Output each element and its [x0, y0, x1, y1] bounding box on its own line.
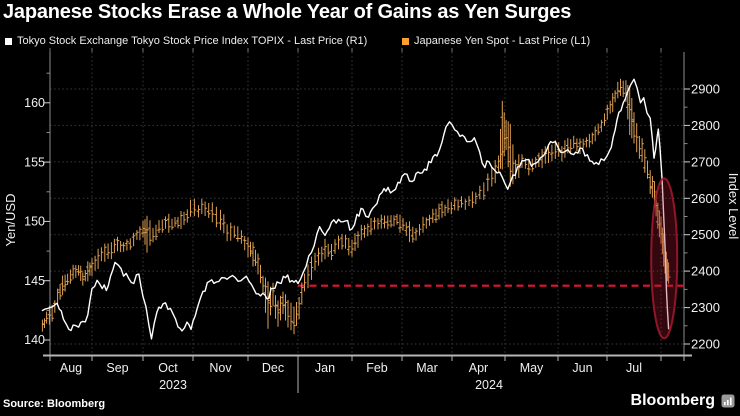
right-axis-tick-label: 2800	[691, 118, 720, 133]
yen-bars-series	[41, 78, 671, 335]
x-axis-year-label: 2023	[159, 378, 187, 392]
x-axis-year-label: 2024	[475, 378, 503, 392]
chart-title: Japanese Stocks Erase a Whole Year of Ga…	[3, 1, 572, 23]
x-axis-month-label: Feb	[366, 361, 388, 375]
x-axis-month-label: Jul	[626, 361, 642, 375]
x-axis-month-label: Nov	[209, 361, 232, 375]
left-axis-tick-label: 145	[24, 274, 45, 288]
left-axis-tick-label: 160	[24, 96, 45, 110]
topix-line-series	[41, 78, 670, 340]
source-caption: Source: Bloomberg	[3, 398, 106, 410]
x-axis-month-label: Jan	[315, 361, 335, 375]
right-axis-tick-label: 2600	[691, 191, 720, 206]
left-axis-tick-label: 150	[24, 215, 45, 229]
legend-yen-label: Japanese Yen Spot - Last Price (L1)	[414, 35, 591, 47]
yen-swatch-icon	[402, 37, 409, 45]
x-axis-month-label: May	[520, 361, 544, 375]
grid-lines	[50, 52, 684, 355]
crash-ellipse-annotation	[650, 177, 679, 340]
x-axis-month-label: Sep	[106, 361, 128, 375]
bloomberg-chart-glyph-icon	[721, 394, 735, 408]
right-axis-tick-label: 2200	[691, 337, 720, 352]
x-axis-month-label: Mar	[416, 361, 438, 375]
right-axis-tick-label: 2500	[691, 227, 720, 242]
legend-item-topix: Tokyo Stock Exchange Tokyo Stock Price I…	[5, 35, 367, 47]
right-axis-tick-label: 2700	[691, 154, 720, 169]
left-axis-tick-label: 155	[24, 155, 45, 169]
bloomberg-wordmark: Bloomberg	[630, 392, 715, 409]
left-axis-tick-label: 140	[24, 333, 45, 347]
x-axis-month-label: Oct	[158, 361, 178, 375]
x-axis-month-label: Dec	[262, 361, 284, 375]
right-axis-tick-label: 2300	[691, 300, 720, 315]
x-axis-month-label: Apr	[469, 361, 488, 375]
left-axis-title: Yen/USD	[3, 194, 18, 247]
x-axis-month-label: Aug	[60, 361, 82, 375]
topix-swatch-icon	[5, 37, 12, 45]
bloomberg-logo: Bloomberg	[631, 392, 735, 410]
legend-item-yen: Japanese Yen Spot - Last Price (L1)	[402, 35, 590, 47]
right-axis-title: Index Level	[726, 173, 740, 240]
axis-frame	[43, 48, 692, 393]
chart-legend: Tokyo Stock Exchange Tokyo Stock Price I…	[0, 35, 740, 49]
right-axis-tick-label: 2400	[691, 264, 720, 279]
right-axis-tick-label: 2900	[691, 82, 720, 97]
x-axis-month-label: Jun	[572, 361, 592, 375]
legend-topix-label: Tokyo Stock Exchange Tokyo Stock Price I…	[17, 35, 368, 47]
axis-labels: 140 145 150 155 160 2200 2300 2400 2500 2600 2700 2…	[3, 82, 740, 393]
